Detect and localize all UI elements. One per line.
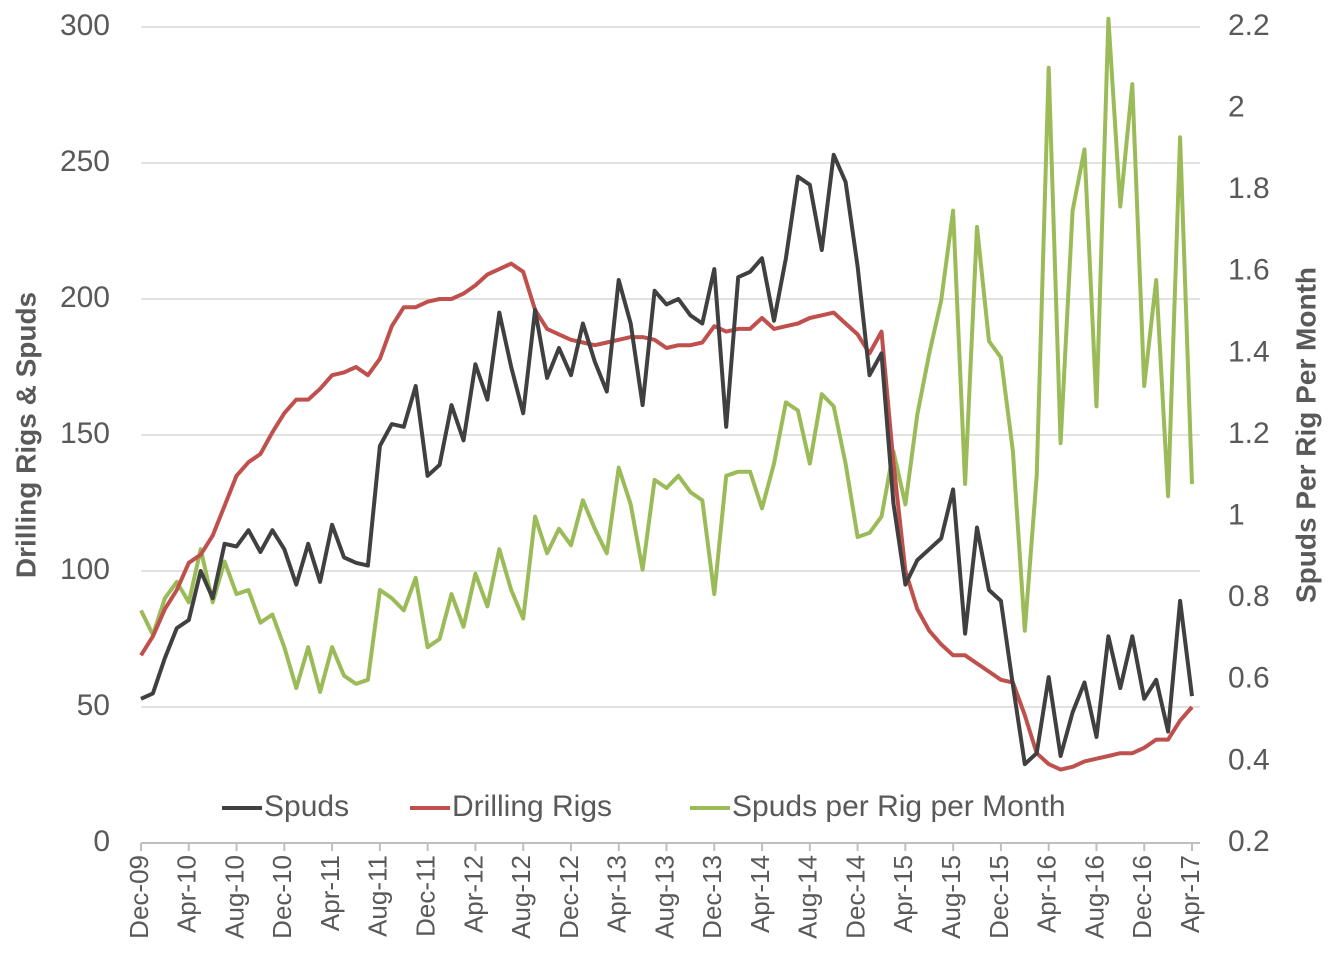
y2-tick-label: 2 <box>1228 91 1245 124</box>
y-tick-label: 250 <box>60 145 110 178</box>
x-tick-label: Apr-12 <box>458 855 488 933</box>
x-tick-label: Aug-14 <box>793 855 823 939</box>
y2-tick-label: 1.8 <box>1228 172 1270 205</box>
y2-tick-label: 0.2 <box>1228 825 1270 858</box>
x-tick-label: Dec-14 <box>840 855 870 939</box>
x-tick-label: Dec-13 <box>697 855 727 939</box>
series-line <box>139 16 1194 694</box>
x-tick-label: Apr-13 <box>602 855 632 933</box>
y2-tick-label: 0.6 <box>1228 662 1270 695</box>
x-tick-label: Dec-09 <box>124 855 154 939</box>
y-tick-label: 150 <box>60 417 110 450</box>
x-tick-label: Aug-15 <box>936 855 966 939</box>
y2-tick-label: 0.8 <box>1228 580 1270 613</box>
x-tick-label: Apr-10 <box>172 855 202 933</box>
y2-tick-label: 1 <box>1228 499 1245 532</box>
y-tick-label: 100 <box>60 553 110 586</box>
y-tick-label: 50 <box>77 689 110 722</box>
y2-tick-label: 0.4 <box>1228 743 1270 776</box>
x-tick-label: Aug-10 <box>219 855 249 939</box>
y2-tick-label: 1.6 <box>1228 254 1270 287</box>
x-tick-label: Aug-13 <box>649 855 679 939</box>
x-tick-label: Dec-16 <box>1127 855 1157 939</box>
y2-axis-label: Spuds Per Rig Per Month <box>1290 267 1321 603</box>
x-tick-label: Apr-11 <box>315 855 345 931</box>
legend-label: Spuds <box>264 790 349 823</box>
x-tick-label: Apr-16 <box>1032 855 1062 933</box>
x-tick-label: Aug-16 <box>1079 855 1109 939</box>
series-line <box>139 261 1194 772</box>
x-tick-label: Aug-11 <box>363 855 393 937</box>
y2-tick-label: 2.2 <box>1228 9 1270 42</box>
x-tick-label: Apr-14 <box>745 855 775 933</box>
y-tick-label: 200 <box>60 281 110 314</box>
x-tick-label: Apr-17 <box>1175 855 1205 933</box>
x-tick-label: Aug-12 <box>506 855 536 939</box>
y-tick-label: 0 <box>93 825 110 858</box>
x-tick-label: Dec-15 <box>984 855 1014 939</box>
legend-label: Spuds per Rig per Month <box>732 790 1066 823</box>
y-tick-label: 300 <box>60 9 110 42</box>
y-axis-label: Drilling Rigs & Spuds <box>10 292 41 578</box>
y2-tick-label: 1.2 <box>1228 417 1270 450</box>
x-tick-label: Dec-12 <box>554 855 584 939</box>
x-tick-label: Apr-15 <box>888 855 918 933</box>
x-tick-label: Dec-11 <box>411 855 441 937</box>
series-line <box>140 152 1194 767</box>
legend-label: Drilling Rigs <box>452 790 612 823</box>
x-tick-label: Dec-10 <box>267 855 297 939</box>
y2-tick-label: 1.4 <box>1228 335 1270 368</box>
